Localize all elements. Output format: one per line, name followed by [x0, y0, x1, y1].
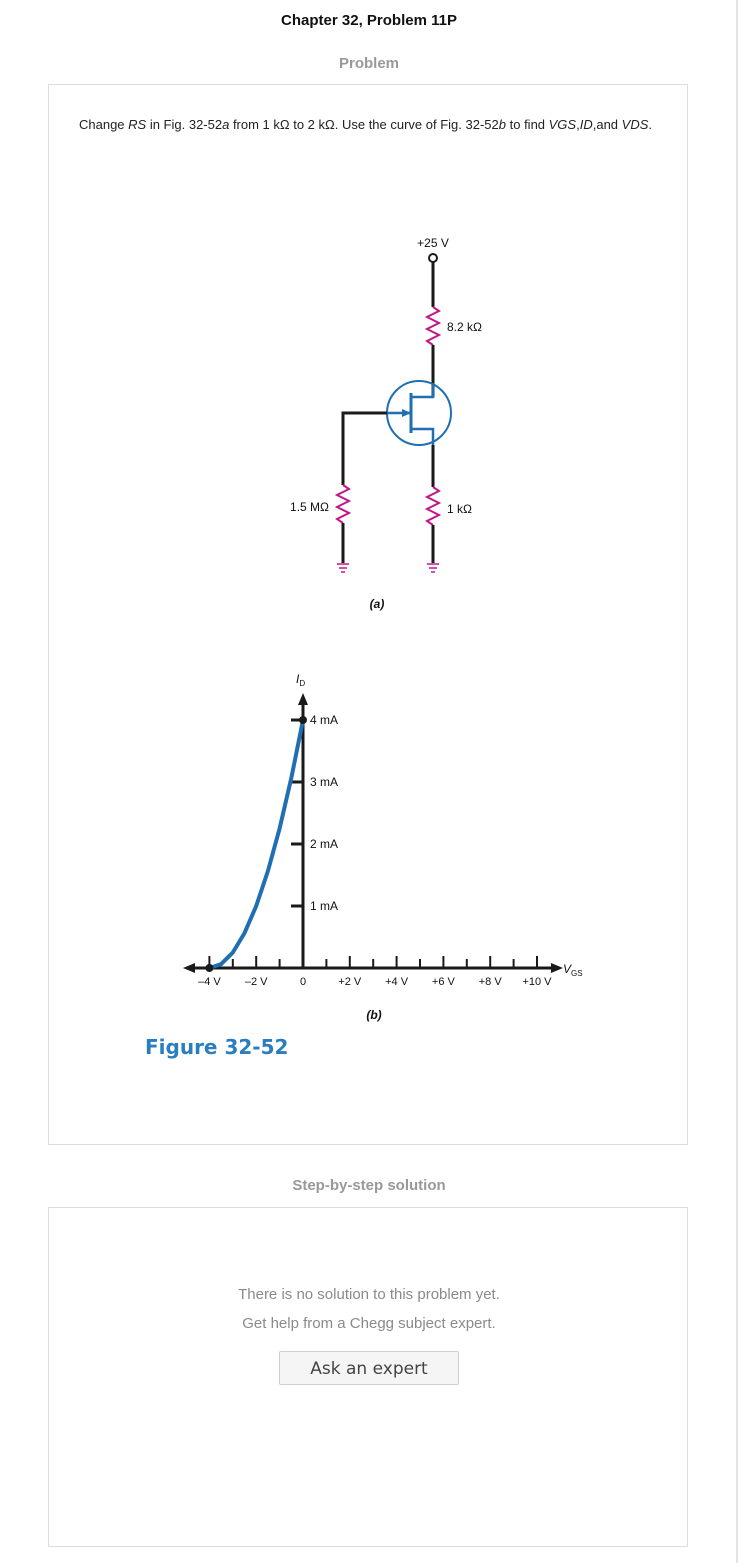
drain-resistor: [424, 306, 442, 346]
problem-text-part: ID: [579, 117, 593, 132]
series-transfer-curve: [208, 719, 305, 970]
supply-voltage-label: +25 V: [417, 236, 449, 250]
x-tick-label: –4 V: [198, 976, 221, 988]
problem-text-part: Change: [79, 117, 129, 132]
jfet-drain-lead: [411, 385, 435, 399]
chart-caption: (b): [366, 1008, 381, 1022]
x-tick-label: +4 V: [385, 976, 409, 988]
problem-text-part: in Fig. 32-52: [146, 117, 223, 132]
x-axis-label-sub: GS: [571, 969, 583, 978]
problem-text-part: RS: [128, 117, 147, 132]
rg-label: 1.5 MΩ: [290, 500, 329, 514]
x-tick-label: 0: [300, 976, 306, 988]
ask-expert-button[interactable]: Ask an expert: [279, 1351, 459, 1385]
jfet-gate-arrow: [402, 409, 411, 417]
y-tick-label: 4 mA: [310, 713, 338, 727]
problem-text-part: VGS: [548, 117, 577, 132]
transfer-curve-chart: ID VGS –4 V –2 V 0 +2 V +4 V +6 V +8 V +10 V 1 …: [183, 672, 583, 1022]
gate-resistor: [334, 484, 352, 524]
y-axis-label: ID: [296, 672, 305, 688]
supply-terminal: [428, 253, 438, 263]
x-tick-label: +8 V: [479, 976, 503, 988]
x-axis-left-arrow: [183, 963, 195, 973]
right-edge-rule: [736, 0, 738, 1563]
problem-text-part: ,and: [592, 117, 622, 132]
x-tick-label: –2 V: [245, 976, 268, 988]
solution-heading: Step-by-step solution: [292, 1177, 446, 1194]
page-title: Chapter 32, Problem 11P: [281, 12, 457, 29]
figure-32-52: +25 V 8.2 kΩ 1.5 MΩ: [183, 236, 583, 1022]
y-axis-label-sub: D: [299, 679, 305, 688]
problem-heading: Problem: [338, 55, 399, 72]
problem-text-part: to find: [506, 117, 549, 132]
y-tick-label: 1 mA: [310, 899, 338, 913]
y-tick-label: 3 mA: [310, 775, 338, 789]
problem-text-part: a: [222, 117, 230, 132]
expert-help-message: Get help from a Chegg subject expert.: [242, 1315, 496, 1332]
x-tick-label: +10 V: [522, 976, 552, 988]
rs-label: 1 kΩ: [447, 502, 472, 516]
problem-text-part: VDS: [621, 117, 649, 132]
y-tick-label: 2 mA: [310, 837, 338, 851]
chart-point: [205, 964, 214, 972]
y-axis-label-text: I: [296, 672, 300, 686]
x-tick-label: +6 V: [432, 976, 456, 988]
source-resistor: [424, 486, 442, 526]
circuit-caption: (a): [370, 597, 385, 611]
source-ground-icon: [427, 563, 439, 573]
problem-text-part: b: [498, 117, 506, 132]
figure-caption: Figure 32-52: [145, 1035, 289, 1059]
x-axis-label-text: V: [563, 962, 572, 976]
chart-point: [299, 716, 307, 724]
solution-card: There is no solution to this problem yet…: [48, 1207, 688, 1547]
problem-text-part: from 1 kΩ to 2 kΩ. Use the curve of Fig.…: [229, 117, 499, 132]
circuit-diagram: +25 V 8.2 kΩ 1.5 MΩ: [290, 236, 482, 611]
jfet-source-lead: [411, 427, 435, 445]
problem-statement: Change RS in Fig. 32-52a from 1 kΩ to 2 …: [79, 113, 659, 137]
no-solution-message: There is no solution to this problem yet…: [238, 1286, 500, 1303]
y-axis-arrow: [298, 693, 308, 705]
problem-card: Change RS in Fig. 32-52a from 1 kΩ to 2 …: [48, 84, 688, 1145]
x-axis-label: VGS: [563, 962, 583, 978]
problem-text-part: ,: [576, 117, 580, 132]
gate-ground-icon: [337, 563, 349, 573]
rd-label: 8.2 kΩ: [447, 320, 482, 334]
gate-wire: [341, 411, 387, 485]
x-axis-right-arrow: [551, 963, 563, 973]
x-tick-label: +2 V: [338, 976, 362, 988]
problem-text-part: .: [648, 117, 653, 132]
